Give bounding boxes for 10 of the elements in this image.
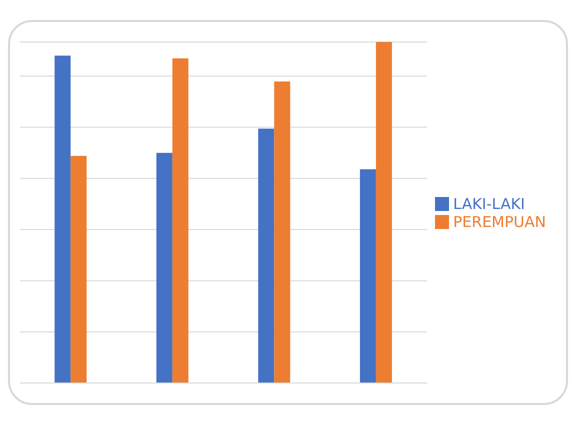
legend-label: LAKI-LAKI bbox=[453, 194, 525, 212]
bar bbox=[274, 82, 290, 383]
bar bbox=[360, 169, 376, 383]
bar bbox=[156, 152, 172, 383]
bar bbox=[70, 156, 87, 383]
bar bbox=[54, 56, 71, 383]
bar bbox=[376, 42, 392, 383]
legend-label: PEREMPUAN bbox=[453, 212, 546, 230]
bar bbox=[172, 58, 188, 383]
bar bbox=[258, 128, 274, 383]
